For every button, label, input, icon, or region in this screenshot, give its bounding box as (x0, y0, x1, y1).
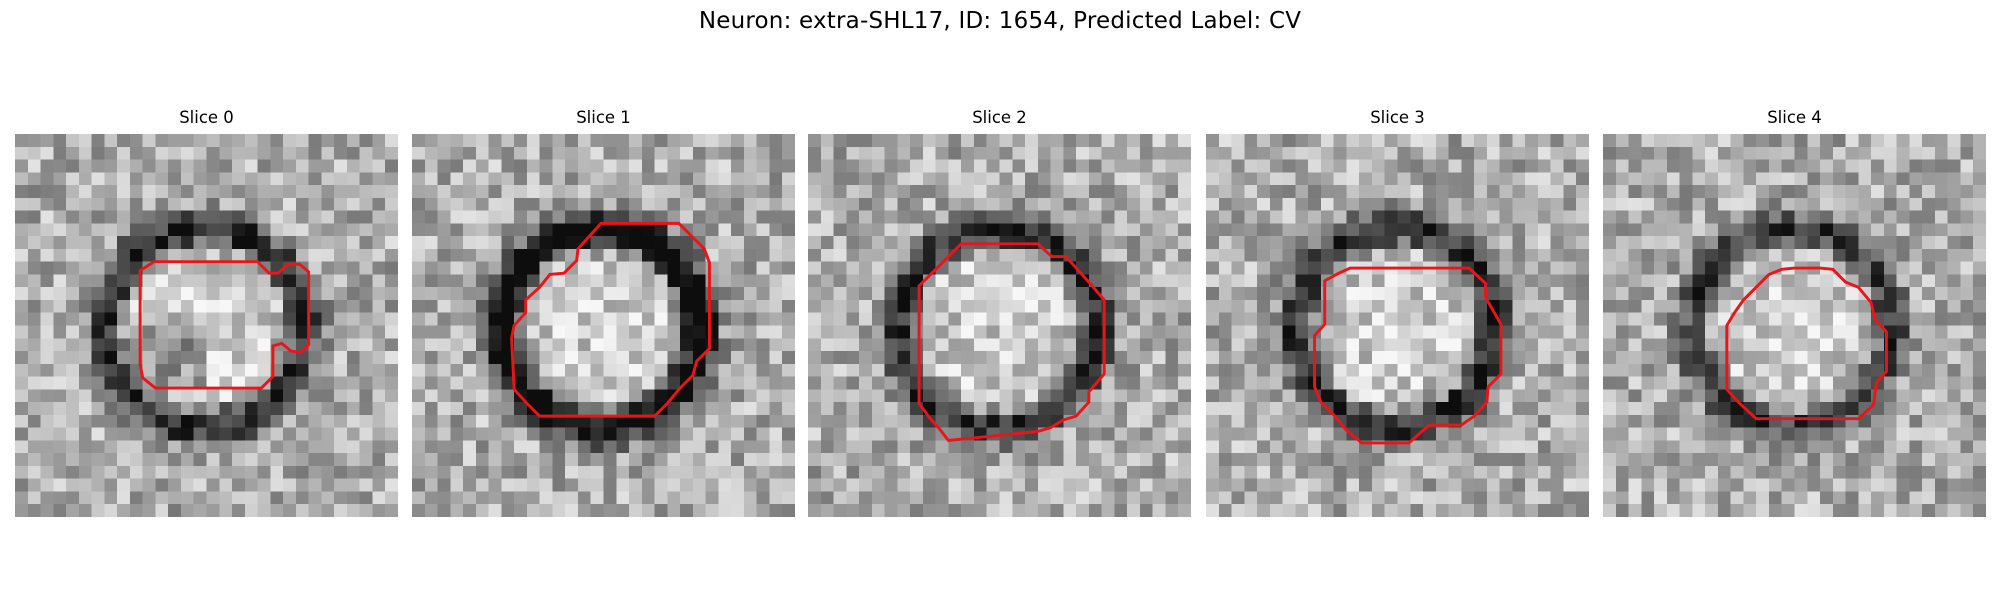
slice-image (1206, 134, 1589, 517)
slice-pixels (412, 134, 795, 517)
segmentation-contour (510, 221, 711, 418)
slice-pixels (808, 134, 1191, 517)
slice-title: Slice 3 (1370, 108, 1425, 127)
slice-image (808, 134, 1191, 517)
segmentation-contour (1725, 266, 1888, 421)
slice-title: Slice 0 (179, 108, 234, 127)
slice-pixels (1603, 134, 1986, 517)
segmentation-contour (917, 242, 1106, 442)
segmentation-contour (1313, 266, 1503, 445)
segmentation-contour (138, 260, 311, 390)
figure-title: Neuron: extra-SHL17, ID: 1654, Predicted… (698, 8, 1302, 34)
slice-pixels (15, 134, 398, 517)
slice-image (412, 134, 795, 517)
slice-title: Slice 1 (576, 108, 631, 127)
slice-title: Slice 4 (1767, 108, 1822, 127)
slice-image (1603, 134, 1986, 517)
slice-title: Slice 2 (972, 108, 1027, 127)
slice-image (15, 134, 398, 517)
slice-pixels (1206, 134, 1589, 517)
